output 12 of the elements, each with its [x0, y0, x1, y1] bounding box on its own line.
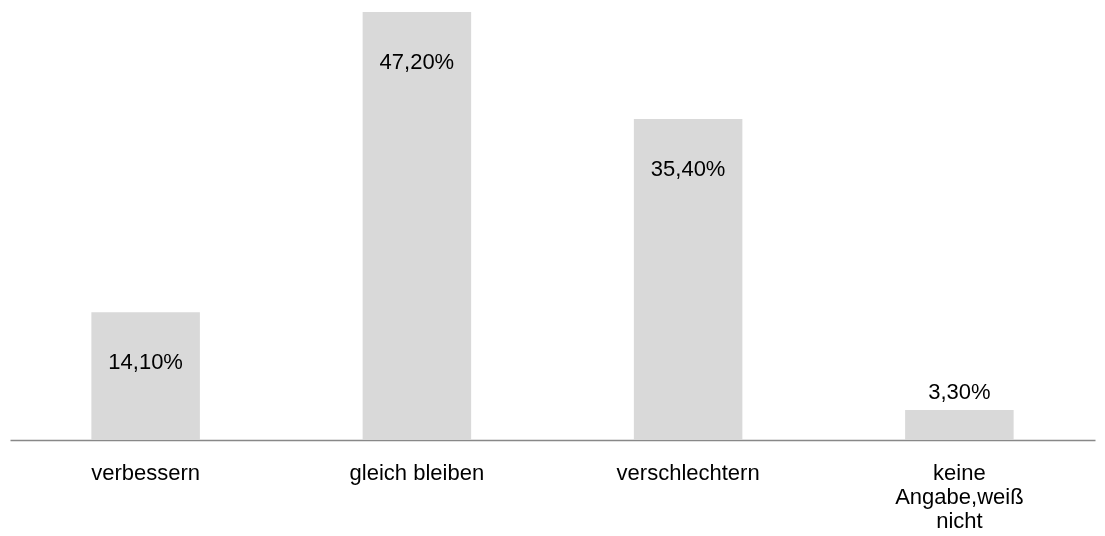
x-tick-label: verbessern [91, 459, 201, 485]
data-label: 35,40% [650, 156, 726, 181]
x-tick-label: gleich bleiben [349, 459, 485, 485]
x-tick-label: verschlechtern [616, 459, 760, 485]
bar [633, 119, 743, 440]
x-tick-label: keine Angabe,weiß nicht [895, 459, 1024, 533]
bar [905, 410, 1014, 440]
bar [362, 12, 472, 440]
data-label: 47,20% [379, 49, 455, 74]
bar [91, 312, 200, 440]
data-label: 3,30% [928, 379, 991, 405]
data-label: 14,10% [108, 349, 183, 375]
